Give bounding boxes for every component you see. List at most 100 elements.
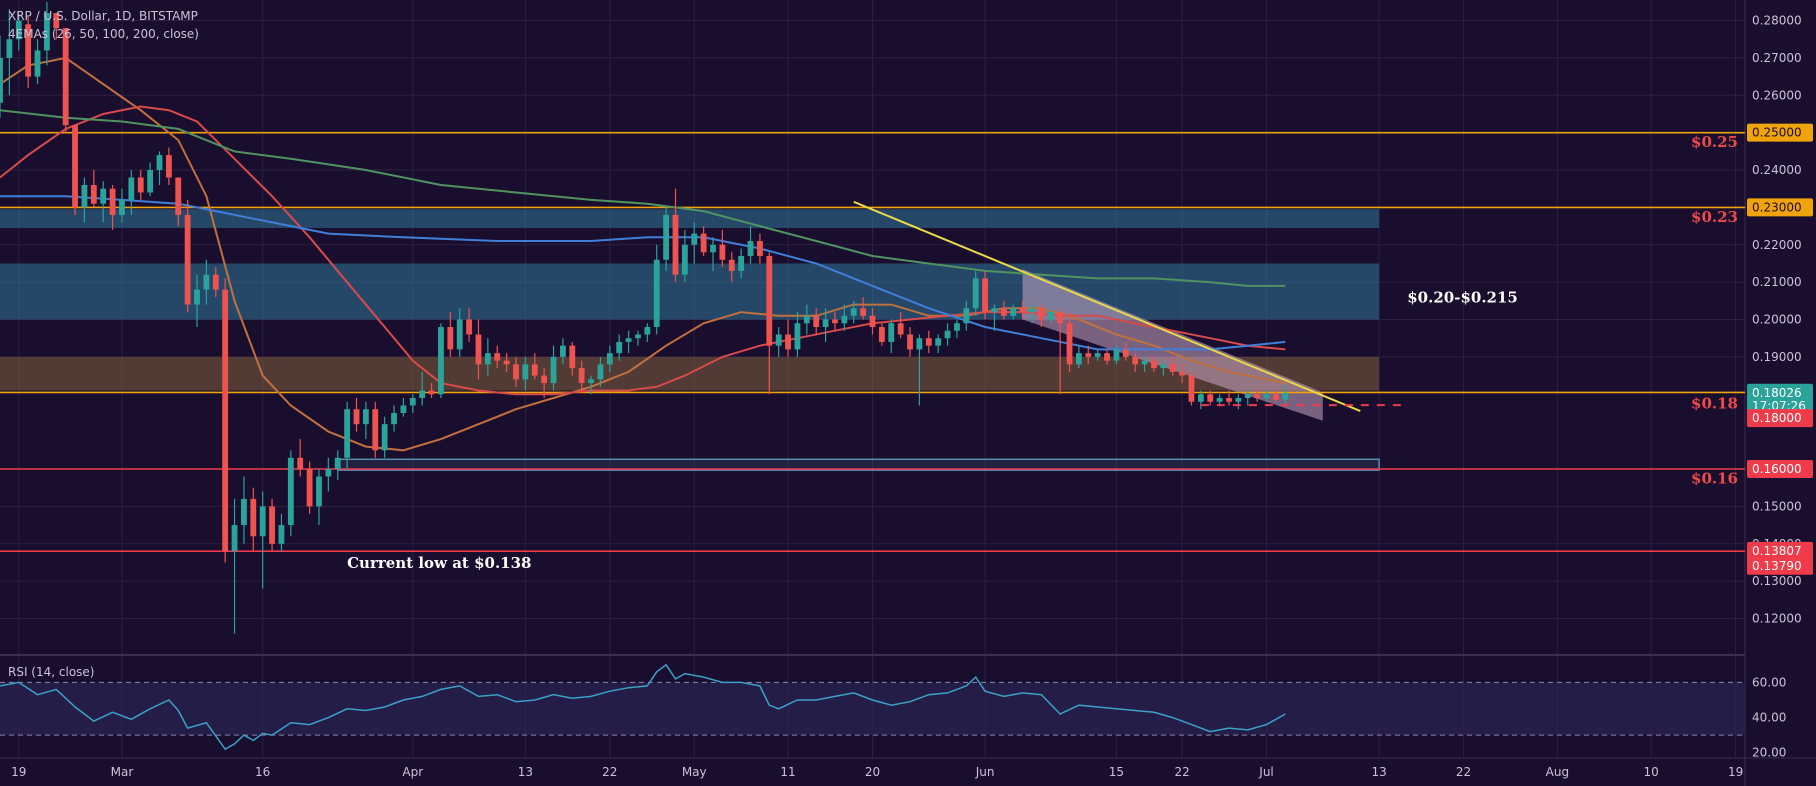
- candle-body: [681, 244, 688, 275]
- time-tick-label: 19: [11, 765, 26, 779]
- candle: [1207, 390, 1214, 406]
- candle: [822, 308, 829, 342]
- candle-body: [559, 345, 566, 357]
- price-tag-label: 0.18000: [1752, 411, 1802, 425]
- price-tag-label: 0.25000: [1752, 126, 1802, 140]
- candle-body: [1094, 353, 1101, 357]
- candle: [269, 498, 275, 552]
- candle-body: [344, 409, 351, 458]
- candle-body: [710, 244, 716, 253]
- candle-body: [1085, 353, 1092, 357]
- candle: [438, 323, 444, 399]
- zone-rect: [0, 263, 1380, 320]
- candle-body: [1047, 312, 1054, 320]
- candle: [53, 13, 60, 40]
- candle-body: [775, 334, 782, 346]
- candle-body: [841, 315, 848, 324]
- price-tick-label: 0.26000: [1752, 88, 1802, 102]
- candle-body: [550, 356, 557, 384]
- candle-body: [269, 506, 275, 544]
- candle-body: [222, 289, 229, 552]
- candle-body: [1038, 308, 1045, 320]
- candle: [1282, 384, 1289, 404]
- candle-body: [484, 353, 491, 365]
- candle-body: [109, 188, 116, 215]
- candle: [710, 237, 716, 271]
- candle-body: [1188, 375, 1195, 402]
- candle-body: [897, 323, 904, 335]
- candle-body: [203, 274, 210, 290]
- candle-body: [53, 13, 60, 29]
- candle-body: [803, 315, 810, 324]
- price-tick-label: 0.13000: [1752, 574, 1802, 588]
- price-tag-label: 0.13790: [1752, 559, 1802, 573]
- price-axis[interactable]: 0.28000 0.27000 0.26000 0.24000 0.22000 0.210…: [1747, 14, 1813, 760]
- time-tick-label: 22: [1456, 765, 1471, 779]
- candle-body: [0, 57, 3, 103]
- rsi-tick-label: 60.00: [1752, 675, 1786, 689]
- candle-body: [409, 398, 416, 406]
- candle: [1132, 353, 1139, 372]
- candle: [119, 188, 125, 223]
- candle-body: [616, 341, 623, 354]
- price-tag-label: 0.23000: [1752, 200, 1802, 214]
- candle-body: [128, 177, 135, 200]
- candle: [1094, 349, 1101, 361]
- ema-legend: 4EMAs (26, 50, 100, 200, close): [8, 27, 199, 41]
- candle: [25, 16, 32, 88]
- candle: [850, 300, 857, 324]
- candle: [175, 177, 182, 227]
- candle: [128, 170, 135, 215]
- candle-body: [1122, 349, 1129, 357]
- candle: [841, 304, 848, 331]
- candle-body: [1282, 393, 1289, 400]
- time-axis[interactable]: 19 Mar 16 Apr 13 22 May 11 20 Jun 15 22 Jul 13 22 Aug 10…: [11, 765, 1743, 779]
- candle-body: [137, 177, 144, 193]
- candle: [372, 401, 379, 458]
- candle: [1263, 390, 1270, 402]
- candle: [803, 304, 810, 335]
- candle: [878, 323, 885, 346]
- candle: [409, 394, 416, 413]
- time-tick-label: 11: [780, 765, 795, 779]
- candle-body: [785, 334, 791, 350]
- candle: [832, 312, 838, 331]
- price-tick-label: 0.24000: [1752, 163, 1802, 177]
- candle: [559, 338, 566, 365]
- candle-body: [1216, 398, 1223, 402]
- time-tick-label: 22: [1174, 765, 1189, 779]
- candle-body: [522, 364, 529, 380]
- chart-labels: XRP / U.S. Dollar, 1D, BITSTAMP 4EMAs (2…: [8, 9, 1738, 679]
- candle-body: [1029, 308, 1035, 313]
- candle: [391, 405, 397, 432]
- candle-body: [1160, 364, 1167, 369]
- candle-body: [935, 338, 942, 346]
- candle: [597, 356, 604, 387]
- candle-body: [353, 409, 360, 425]
- candle: [259, 491, 266, 589]
- time-tick-label: 13: [1371, 765, 1386, 779]
- candle: [653, 244, 660, 335]
- time-tick-label: 20: [865, 765, 880, 779]
- candle-body: [278, 525, 285, 544]
- candle-body: [1019, 308, 1026, 313]
- candle-body: [306, 469, 313, 507]
- candle-body: [1244, 394, 1251, 399]
- candle-body: [494, 353, 501, 361]
- candle-body: [1197, 394, 1204, 402]
- candle-body: [15, 20, 22, 40]
- candle-body: [1207, 394, 1214, 402]
- candle-body: [1151, 360, 1157, 369]
- candle-body: [578, 368, 585, 384]
- candle: [1244, 390, 1251, 406]
- candle-body: [728, 259, 735, 271]
- price-tick-label: 0.22000: [1752, 238, 1802, 252]
- candle: [1188, 371, 1195, 406]
- candle: [1122, 341, 1129, 361]
- candle: [147, 162, 154, 197]
- candle-body: [1273, 394, 1279, 400]
- candle-body: [428, 390, 435, 395]
- candle-body: [653, 259, 660, 327]
- candle-body: [813, 315, 820, 327]
